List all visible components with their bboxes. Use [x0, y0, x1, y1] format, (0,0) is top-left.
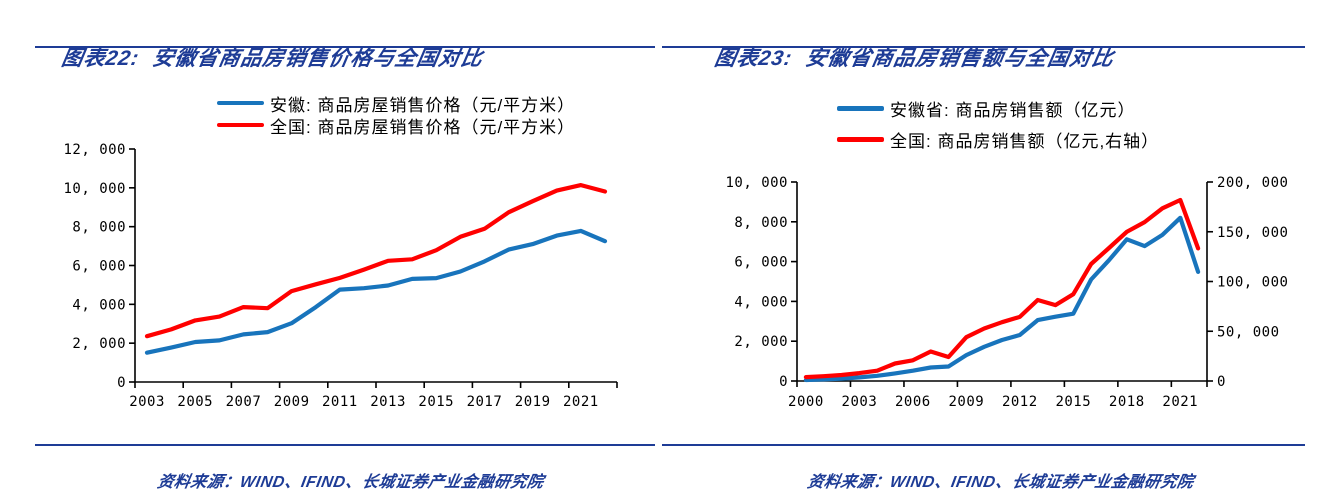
- svg-text:2015: 2015: [418, 394, 454, 410]
- svg-text:10, 000: 10, 000: [725, 175, 788, 191]
- legend-label: 全国: 商品房屋销售价格（元/平方米）: [270, 117, 576, 137]
- svg-text:2021: 2021: [563, 394, 599, 410]
- svg-text:8, 000: 8, 000: [734, 215, 788, 231]
- legend-item: 全国: 商品房销售额（亿元,右轴）: [837, 124, 1159, 155]
- svg-text:150, 000: 150, 000: [1217, 225, 1288, 241]
- svg-text:2015: 2015: [1055, 394, 1091, 410]
- chart23-source: 资料来源：WIND、IFIND、长城证券产业金融研究院: [788, 450, 1195, 489]
- svg-text:100, 000: 100, 000: [1217, 275, 1288, 291]
- svg-text:200, 000: 200, 000: [1217, 175, 1288, 191]
- svg-text:2, 000: 2, 000: [734, 334, 788, 350]
- svg-text:50, 000: 50, 000: [1217, 324, 1280, 340]
- chart22-legend: 安徽: 商品房屋销售价格（元/平方米） 全国: 商品房屋销售价格（元/平方米）: [217, 92, 576, 137]
- chart23-source-rule: [662, 444, 1305, 446]
- legend-swatch-national: [837, 137, 884, 142]
- legend-swatch-national: [217, 122, 264, 128]
- svg-text:12, 000: 12, 000: [63, 142, 126, 158]
- chart23-title: 图表23: 安徽省商品房销售额与全国对比: [688, 18, 1116, 96]
- svg-text:4, 000: 4, 000: [72, 297, 126, 313]
- chart23-source-text: 资料来源：WIND、IFIND、长城证券产业金融研究院: [805, 474, 1195, 489]
- legend-swatch-anhui: [217, 100, 264, 106]
- chart22-source: 资料来源：WIND、IFIND、长城证券产业金融研究院: [138, 450, 545, 489]
- svg-text:8, 000: 8, 000: [72, 220, 126, 236]
- svg-text:2006: 2006: [895, 394, 931, 410]
- svg-text:4, 000: 4, 000: [734, 294, 788, 310]
- chart22-source-text: 资料来源：WIND、IFIND、长城证券产业金融研究院: [155, 474, 545, 489]
- svg-text:2019: 2019: [515, 394, 551, 410]
- chart23-title-rule: [662, 46, 1305, 48]
- chart22-title: 图表22: 安徽省商品房销售价格与全国对比: [35, 18, 485, 96]
- svg-text:6, 000: 6, 000: [734, 255, 788, 271]
- legend-label: 全国: 商品房销售额（亿元,右轴）: [890, 132, 1160, 151]
- svg-text:2018: 2018: [1109, 394, 1145, 410]
- svg-text:6, 000: 6, 000: [72, 259, 126, 275]
- svg-text:10, 000: 10, 000: [63, 181, 126, 197]
- svg-text:2003: 2003: [129, 394, 165, 410]
- svg-text:0: 0: [1217, 374, 1226, 390]
- legend-item: 安徽省: 商品房销售额（亿元）: [837, 93, 1159, 124]
- chart22-title-rule: [35, 46, 655, 48]
- svg-text:2013: 2013: [370, 394, 406, 410]
- svg-text:2011: 2011: [322, 394, 358, 410]
- svg-text:2, 000: 2, 000: [72, 336, 126, 352]
- svg-text:2000: 2000: [788, 394, 824, 410]
- chart22-source-rule: [35, 444, 655, 446]
- svg-text:2007: 2007: [226, 394, 262, 410]
- legend-label: 安徽: 商品房屋销售价格（元/平方米）: [270, 95, 576, 115]
- svg-text:2021: 2021: [1162, 394, 1198, 410]
- svg-text:2017: 2017: [467, 394, 503, 410]
- svg-text:2009: 2009: [274, 394, 310, 410]
- price-comparison-chart: 0 2, 000 4, 000 6, 000 8, 000 10, 000 12, 000 2…: [63, 142, 618, 410]
- legend-item: 全国: 商品房屋销售价格（元/平方米）: [217, 114, 576, 137]
- chart23-legend: 安徽省: 商品房销售额（亿元） 全国: 商品房销售额（亿元,右轴）: [837, 93, 1159, 155]
- svg-text:2009: 2009: [948, 394, 984, 410]
- svg-text:2005: 2005: [177, 394, 213, 410]
- legend-item: 安徽: 商品房屋销售价格（元/平方米）: [217, 92, 576, 115]
- svg-text:0: 0: [779, 374, 788, 390]
- svg-text:0: 0: [117, 375, 126, 391]
- legend-swatch-anhui: [837, 106, 884, 111]
- svg-text:2003: 2003: [842, 394, 878, 410]
- legend-label: 安徽省: 商品房销售额（亿元）: [890, 101, 1136, 120]
- sales-comparison-chart: 0 2, 000 4, 000 6, 000 8, 000 10, 000 0 50, 000…: [725, 175, 1288, 410]
- svg-text:2012: 2012: [1002, 394, 1038, 410]
